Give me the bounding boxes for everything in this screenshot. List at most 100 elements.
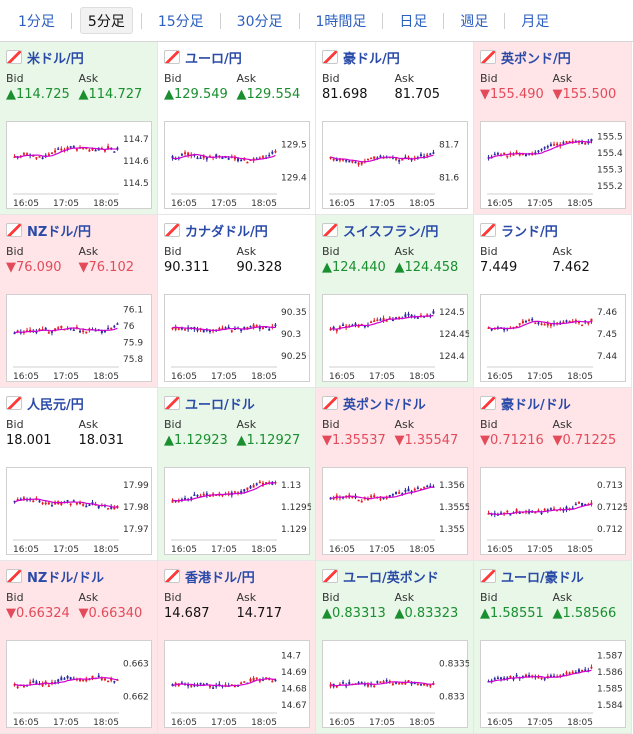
candle-body <box>237 158 240 162</box>
pair-name[interactable]: 米ドル/円 <box>27 51 84 67</box>
candle-body <box>97 675 100 678</box>
mini-chart[interactable]: 76.1 76 75.9 75.8 16:05 17:05 18:05 <box>6 294 152 382</box>
moving-average-line <box>330 486 434 500</box>
candle-body <box>590 318 593 322</box>
candle-body <box>29 682 32 684</box>
tab-30min[interactable]: 30分足 <box>236 14 283 30</box>
pair-name[interactable]: スイスフラン/円 <box>343 224 439 240</box>
candle-body <box>531 318 534 321</box>
pair-name[interactable]: 香港ドル/円 <box>185 570 255 586</box>
pair-name[interactable]: 英ポンド/円 <box>501 51 571 67</box>
y-tick-label: 124.4 <box>439 352 465 362</box>
mini-chart[interactable]: 124.5 124.45 124.4 16:05 17:05 18:05 <box>322 294 469 382</box>
tab-1min[interactable]: 1分足 <box>18 14 55 30</box>
currency-pair-card[interactable]: ユーロ/円 Bid Ask ▲129.549 ▲129.554 129.5 129… <box>158 42 316 215</box>
pair-header: NZドル/円 <box>6 221 151 240</box>
candle-body <box>103 330 106 333</box>
candle-body <box>401 159 404 161</box>
candle-body <box>379 319 382 321</box>
currency-pair-card[interactable]: NZドル/円 Bid Ask ▼76.090 ▼76.102 76.1 76 75.… <box>0 215 158 388</box>
currency-pair-card[interactable]: 人民元/円 Bid Ask 18.001 18.031 17.99 17.98 17… <box>0 388 158 561</box>
pair-name[interactable]: ユーロ/ドル <box>185 397 255 413</box>
currency-pair-card[interactable]: 英ポンド/ドル Bid Ask ▼1.35537 ▼1.35547 1.356 1… <box>316 388 474 561</box>
tab-weekly[interactable]: 週足 <box>460 14 489 30</box>
bid-value: ▼155.490 <box>480 87 544 102</box>
mini-chart[interactable]: 129.5 129.4 16:05 17:05 18:05 <box>164 121 310 209</box>
ask-value: 18.031 <box>78 433 125 448</box>
x-tick-label: 16:05 <box>329 372 355 382</box>
currency-pair-card[interactable]: ユーロ/豪ドル Bid Ask ▲1.58551 ▲1.58566 1.587 1… <box>474 561 632 734</box>
y-tick-label: 129.5 <box>281 141 307 151</box>
pair-name[interactable]: ユーロ/英ポンド <box>343 570 439 586</box>
mini-chart[interactable]: 1.356 1.3555 1.355 16:05 17:05 18:05 <box>322 467 469 555</box>
x-tick-label: 17:05 <box>211 545 237 555</box>
candle-body <box>401 493 404 495</box>
mini-chart[interactable]: 155.5 155.4 155.3 155.2 16:05 17:05 18:05 <box>480 121 626 209</box>
pair-name[interactable]: NZドル/ドル <box>27 570 105 586</box>
pair-header: ランド/円 <box>480 221 625 240</box>
mini-chart[interactable]: 17.99 17.98 17.97 16:05 17:05 18:05 <box>6 467 152 555</box>
pair-name[interactable]: 人民元/円 <box>27 397 84 413</box>
candle-body <box>524 321 527 323</box>
candle-body <box>261 482 264 486</box>
mini-chart[interactable]: 81.7 81.6 16:05 17:05 18:05 <box>322 121 468 209</box>
mini-chart[interactable]: 0.8335 0.833 16:05 17:05 18:05 <box>322 640 469 728</box>
currency-pair-card[interactable]: ユーロ/ドル Bid Ask ▲1.12923 ▲1.12927 1.13 1.1… <box>158 388 316 561</box>
x-tick-label: 18:05 <box>93 372 119 382</box>
bid-ask-labels: Bid Ask <box>164 72 309 86</box>
mini-chart[interactable]: 90.35 90.3 90.25 16:05 17:05 18:05 <box>164 294 310 382</box>
pair-name[interactable]: 豪ドル/ドル <box>501 397 571 413</box>
mini-chart[interactable]: 114.7 114.6 114.5 16:05 17:05 18:05 <box>6 121 152 209</box>
mini-chart[interactable]: 7.46 7.45 7.44 16:05 17:05 18:05 <box>480 294 626 382</box>
candle-body <box>252 484 255 488</box>
bid-label: Bid <box>322 418 340 431</box>
currency-pair-card[interactable]: カナダドル/円 Bid Ask 90.311 90.328 90.35 90.3 9… <box>158 215 316 388</box>
tab-monthly[interactable]: 月足 <box>521 14 550 30</box>
pair-name[interactable]: ユーロ/円 <box>185 51 242 67</box>
mini-chart[interactable]: 1.587 1.586 1.585 1.584 16:05 17:05 18:05 <box>480 640 626 728</box>
mini-chart[interactable]: 0.663 0.662 16:05 17:05 18:05 <box>6 640 152 728</box>
y-tick-label: 17.97 <box>123 525 149 535</box>
currency-pair-card[interactable]: ランド/円 Bid Ask 7.449 7.462 7.46 7.45 7.44 16… <box>474 215 632 388</box>
candle-body <box>69 677 72 680</box>
candle-body <box>258 481 261 484</box>
pair-name[interactable]: NZドル/円 <box>27 224 92 240</box>
ask-label: Ask <box>394 72 415 85</box>
pair-name[interactable]: 豪ドル/円 <box>343 51 400 67</box>
currency-pair-card[interactable]: 米ドル/円 Bid Ask ▲114.725 ▲114.727 114.7 114… <box>0 42 158 215</box>
candle-body <box>218 683 221 686</box>
candle-body <box>94 504 97 506</box>
candle-body <box>246 327 249 329</box>
mini-chart[interactable]: 1.13 1.1295 1.129 16:05 17:05 18:05 <box>164 467 311 555</box>
pair-name[interactable]: 英ポンド/ドル <box>343 397 426 413</box>
currency-pair-card[interactable]: 豪ドル/円 Bid Ask 81.698 81.705 81.7 81.6 16:0… <box>316 42 474 215</box>
tab-5min[interactable]: 5分足 <box>79 7 133 34</box>
candle-body <box>407 157 410 159</box>
currency-pair-card[interactable]: ユーロ/英ポンド Bid Ask ▲0.83313 ▲0.83323 0.833… <box>316 561 474 734</box>
mini-chart[interactable]: 14.7 14.69 14.68 14.67 16:05 17:05 18:05 <box>164 640 310 728</box>
candle-body <box>116 679 119 681</box>
candlestick-chart: 0.8335 0.833 16:05 17:05 18:05 <box>329 660 469 728</box>
candle-body <box>413 488 416 491</box>
currency-pair-card[interactable]: 豪ドル/ドル Bid Ask ▼0.71216 ▼0.71225 0.713 0.… <box>474 388 632 561</box>
tab-1hour[interactable]: 1時間足 <box>315 14 367 30</box>
currency-pair-card[interactable]: 英ポンド/円 Bid Ask ▼155.490 ▼155.500 155.5 15… <box>474 42 632 215</box>
x-tick-label: 16:05 <box>13 199 39 209</box>
currency-pair-card[interactable]: NZドル/ドル Bid Ask ▼0.66324 ▼0.66340 0.663 0… <box>0 561 158 734</box>
pair-name[interactable]: カナダドル/円 <box>185 224 268 240</box>
candle-body <box>565 672 568 674</box>
pair-name[interactable]: ユーロ/豪ドル <box>501 570 584 586</box>
candle-body <box>357 162 360 165</box>
pair-name[interactable]: ランド/円 <box>501 224 558 240</box>
tab-daily[interactable]: 日足 <box>399 14 428 30</box>
mini-chart[interactable]: 0.713 0.7125 0.712 16:05 17:05 18:05 <box>480 467 627 555</box>
x-tick-label: 16:05 <box>329 718 355 728</box>
currency-pair-card[interactable]: スイスフラン/円 Bid Ask ▲124.440 ▲124.458 124.5… <box>316 215 474 388</box>
tab-15min[interactable]: 15分足 <box>157 14 204 30</box>
y-tick-label: 14.68 <box>281 684 307 694</box>
moving-average-line <box>488 140 592 159</box>
ask-label: Ask <box>552 72 573 85</box>
currency-pair-card[interactable]: 香港ドル/円 Bid Ask 14.687 14.717 14.7 14.69 14… <box>158 561 316 734</box>
ask-label: Ask <box>552 418 573 431</box>
x-tick-label: 16:05 <box>487 545 513 555</box>
